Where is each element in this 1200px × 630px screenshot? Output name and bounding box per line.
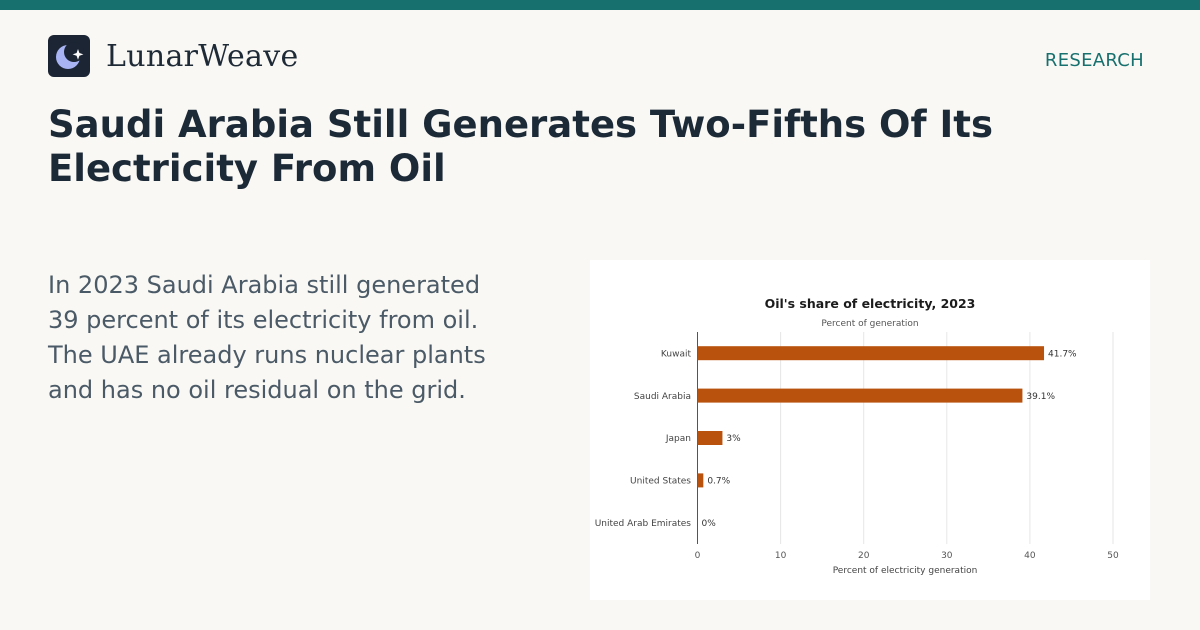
moon-star-icon: [48, 35, 90, 77]
brand-name: LunarWeave: [106, 38, 299, 74]
x-tick-label: 30: [941, 551, 953, 561]
x-tick-label: 0: [695, 551, 701, 561]
value-label: 41.7%: [1048, 349, 1077, 359]
top-accent-bar: [0, 0, 1200, 10]
x-tick-label: 40: [1024, 551, 1036, 561]
chart-card: Oil's share of electricity, 2023 Percent …: [590, 260, 1150, 600]
bar: [697, 473, 704, 488]
value-label: 0.7%: [707, 477, 730, 487]
x-tick-label: 50: [1107, 551, 1119, 561]
category-label: United Arab Emirates: [595, 519, 692, 529]
value-label: 3%: [726, 434, 741, 444]
bar: [697, 388, 1023, 403]
summary-text: In 2023 Saudi Arabia still generated 39 …: [48, 271, 486, 404]
chart-title: Oil's share of electricity, 2023: [765, 296, 976, 311]
category-label: Saudi Arabia: [634, 392, 691, 402]
category-label: Japan: [665, 434, 691, 444]
x-tick-label: 20: [858, 551, 870, 561]
category-label: Kuwait: [661, 349, 692, 359]
x-tick-label: 10: [775, 551, 787, 561]
brand[interactable]: LunarWeave: [48, 35, 299, 77]
headline: Saudi Arabia Still Generates Two-Fifths …: [48, 103, 993, 190]
value-label: 39.1%: [1026, 392, 1055, 402]
category-label: United States: [630, 477, 691, 487]
bar-chart: Oil's share of electricity, 2023 Percent …: [590, 282, 1150, 578]
value-label: 0%: [702, 519, 717, 529]
chart-area-bg: [590, 282, 1150, 578]
x-axis-label: Percent of electricity generation: [833, 566, 978, 576]
chart-subtitle: Percent of generation: [821, 319, 918, 329]
bar: [697, 431, 723, 445]
bar: [697, 346, 1045, 361]
section-label[interactable]: RESEARCH: [1044, 50, 1144, 71]
